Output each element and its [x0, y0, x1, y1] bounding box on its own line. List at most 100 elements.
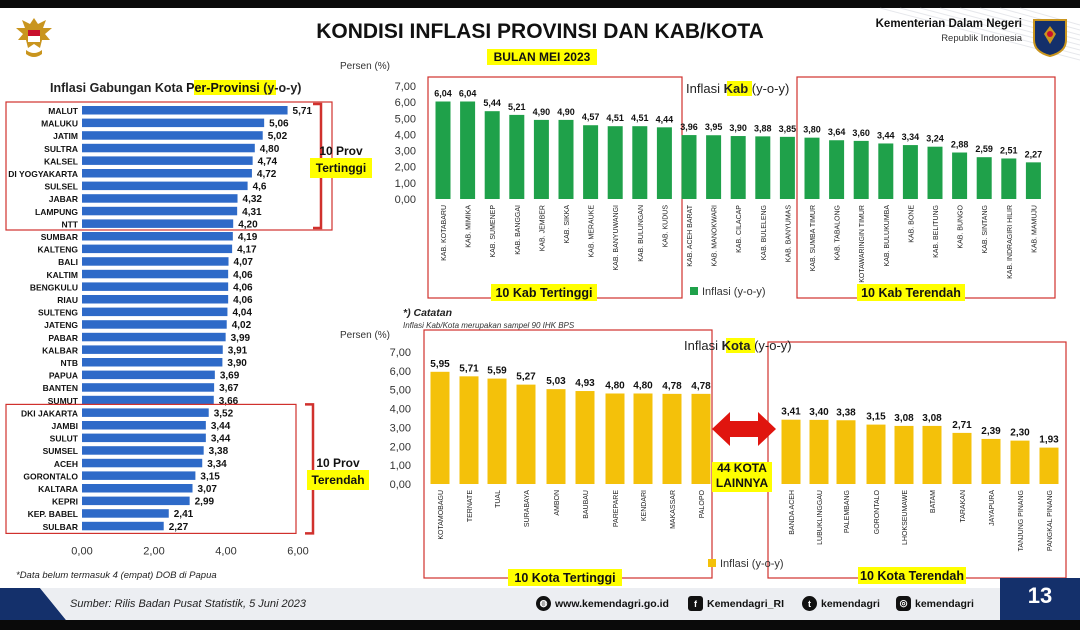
kab-value-label: 3,80: [803, 125, 821, 135]
province-title-part: Inflasi Gabungan Kota: [50, 81, 186, 95]
province-bar: [82, 106, 288, 115]
province-label: ACEH: [54, 459, 78, 469]
kota-low-caption-bg: [858, 567, 966, 584]
title-highlight: [194, 80, 276, 95]
kota-bar: [981, 438, 1001, 484]
instagram-link[interactable]: ◎ kemendagri: [896, 596, 974, 611]
province-value-label: 3,15: [200, 471, 220, 482]
kab-value-label: 5,21: [508, 102, 526, 112]
kota-category-label: PALOPO: [699, 489, 706, 518]
kota-ylabel: Persen (%): [340, 330, 390, 341]
province-value-label: 3,91: [228, 345, 248, 356]
kab-bar: [755, 136, 771, 199]
twitter-link[interactable]: t kemendagri: [802, 596, 880, 611]
province-label: SULSEL: [44, 182, 78, 192]
province-label: LAMPUNG: [35, 207, 78, 217]
province-label: RIAU: [57, 295, 78, 305]
kota-chart: Persen (%) 0,00 1,00 2,00 3,00 4,00 5,00 6,00 7,…: [340, 307, 1067, 586]
kota-bar: [459, 376, 479, 484]
province-bar: [82, 282, 229, 291]
kota-bar: [691, 393, 711, 484]
kota-legend-label: Inflasi (y-o-y): [720, 558, 784, 570]
kota-value-label: 3,41: [781, 407, 801, 418]
kota-value-label: 2,71: [952, 420, 972, 431]
double-arrow-icon: [712, 412, 776, 446]
province-label: SULUT: [50, 434, 79, 444]
kab-value-label: 3,44: [877, 130, 895, 140]
province-bar: [82, 232, 233, 241]
kab-value-label: 4,51: [631, 113, 649, 123]
ministry-logo-icon: [1033, 19, 1067, 58]
province-bar: [82, 269, 229, 279]
province-bar: [82, 471, 196, 480]
province-label: DI YOGYAKARTA: [8, 169, 78, 179]
kab-value-label: 3,90: [729, 123, 747, 133]
kab-category-label: KAB. MAMUJU: [1031, 205, 1038, 253]
province-bar: [82, 521, 164, 531]
kab-bar: [583, 125, 599, 199]
kab-value-label: 3,60: [852, 128, 870, 138]
page-number: 13: [1000, 578, 1080, 620]
province-label: DKI JAKARTA: [21, 408, 78, 418]
province-title-part: Per-Provinsi: [186, 81, 260, 95]
kab-bar: [632, 126, 648, 199]
kab-value-label: 3,64: [828, 127, 846, 137]
province-value-label: 4,32: [243, 194, 263, 205]
province-label: KALTENG: [38, 245, 79, 255]
facebook-link[interactable]: f Kemendagri_RI: [688, 596, 784, 611]
kota-category-label: JAYAPURA: [989, 490, 996, 526]
province-bar: [82, 118, 265, 128]
kab-category-label: KAB. BANYUWANGI: [613, 205, 620, 271]
kota-value-label: 4,78: [691, 381, 711, 392]
kota-note-text: Inflasi Kab/Kota merupakan sampel 90 IHK…: [403, 321, 575, 330]
kab-bar: [435, 101, 451, 199]
kab-ytick: 5,00: [395, 113, 416, 125]
province-label: PAPUA: [49, 371, 78, 381]
kab-bar: [509, 114, 525, 199]
kota-bar: [516, 384, 536, 484]
kab-value-label: 4,44: [656, 114, 674, 124]
kab-category-label: KAB. MANOKWARI: [712, 205, 719, 267]
bottom-bar: [0, 620, 1080, 630]
province-bar: [82, 383, 215, 392]
twitter-text: kemendagri: [821, 597, 880, 610]
kota-bar: [487, 378, 507, 484]
province-value-label: 4,31: [242, 207, 262, 218]
kota-bar: [546, 389, 566, 484]
kab-value-label: 4,51: [606, 113, 624, 123]
kota-category-label: PALEMBANG: [844, 490, 851, 533]
province-value-label: 4,04: [232, 308, 252, 319]
kota-category-label: PANGKAL PINANG: [1047, 490, 1054, 551]
province-value-label: 3,07: [198, 484, 218, 495]
province-value-label: 3,34: [207, 459, 227, 470]
kab-title-part: Inflasi: [686, 81, 724, 96]
province-label: NTT: [61, 219, 78, 229]
high-group-label: Tertinggi: [316, 161, 366, 175]
kota-value-label: 5,59: [487, 366, 507, 377]
kab-value-label: 4,57: [582, 112, 600, 122]
website-link[interactable]: ◍ www.kemendagri.go.id: [536, 596, 669, 611]
province-title-part: (y-o-y): [260, 81, 302, 95]
province-bar: [82, 131, 263, 140]
instagram-icon: ◎: [896, 596, 911, 611]
province-bar: [82, 320, 227, 329]
kab-ylabel: Persen (%): [340, 61, 390, 72]
kab-category-label: KAB. MIMIKA: [466, 205, 473, 248]
kab-value-label: 3,34: [902, 132, 920, 142]
kota-category-label: TARAKAN: [960, 490, 967, 523]
kota-bar: [1010, 440, 1030, 484]
kab-value-label: 6,04: [459, 88, 477, 98]
kab-bar: [1001, 158, 1017, 199]
province-label: JATENG: [44, 320, 78, 330]
kab-high-caption-bg: [491, 284, 597, 301]
province-label: GORONTALO: [23, 471, 78, 481]
province-label: KEP. BABEL: [28, 509, 78, 519]
kab-bar: [558, 119, 574, 199]
kab-category-label: KAB. BANGGAI: [515, 205, 522, 255]
kota-bar: [952, 432, 972, 484]
province-bar: [82, 307, 228, 317]
kota-bar: [430, 371, 450, 484]
kota-title: Inflasi Kota (y-o-y): [684, 338, 792, 353]
kab-category-label: KAB. SUMENEP: [490, 205, 497, 258]
kab-title-highlight: [727, 81, 752, 96]
